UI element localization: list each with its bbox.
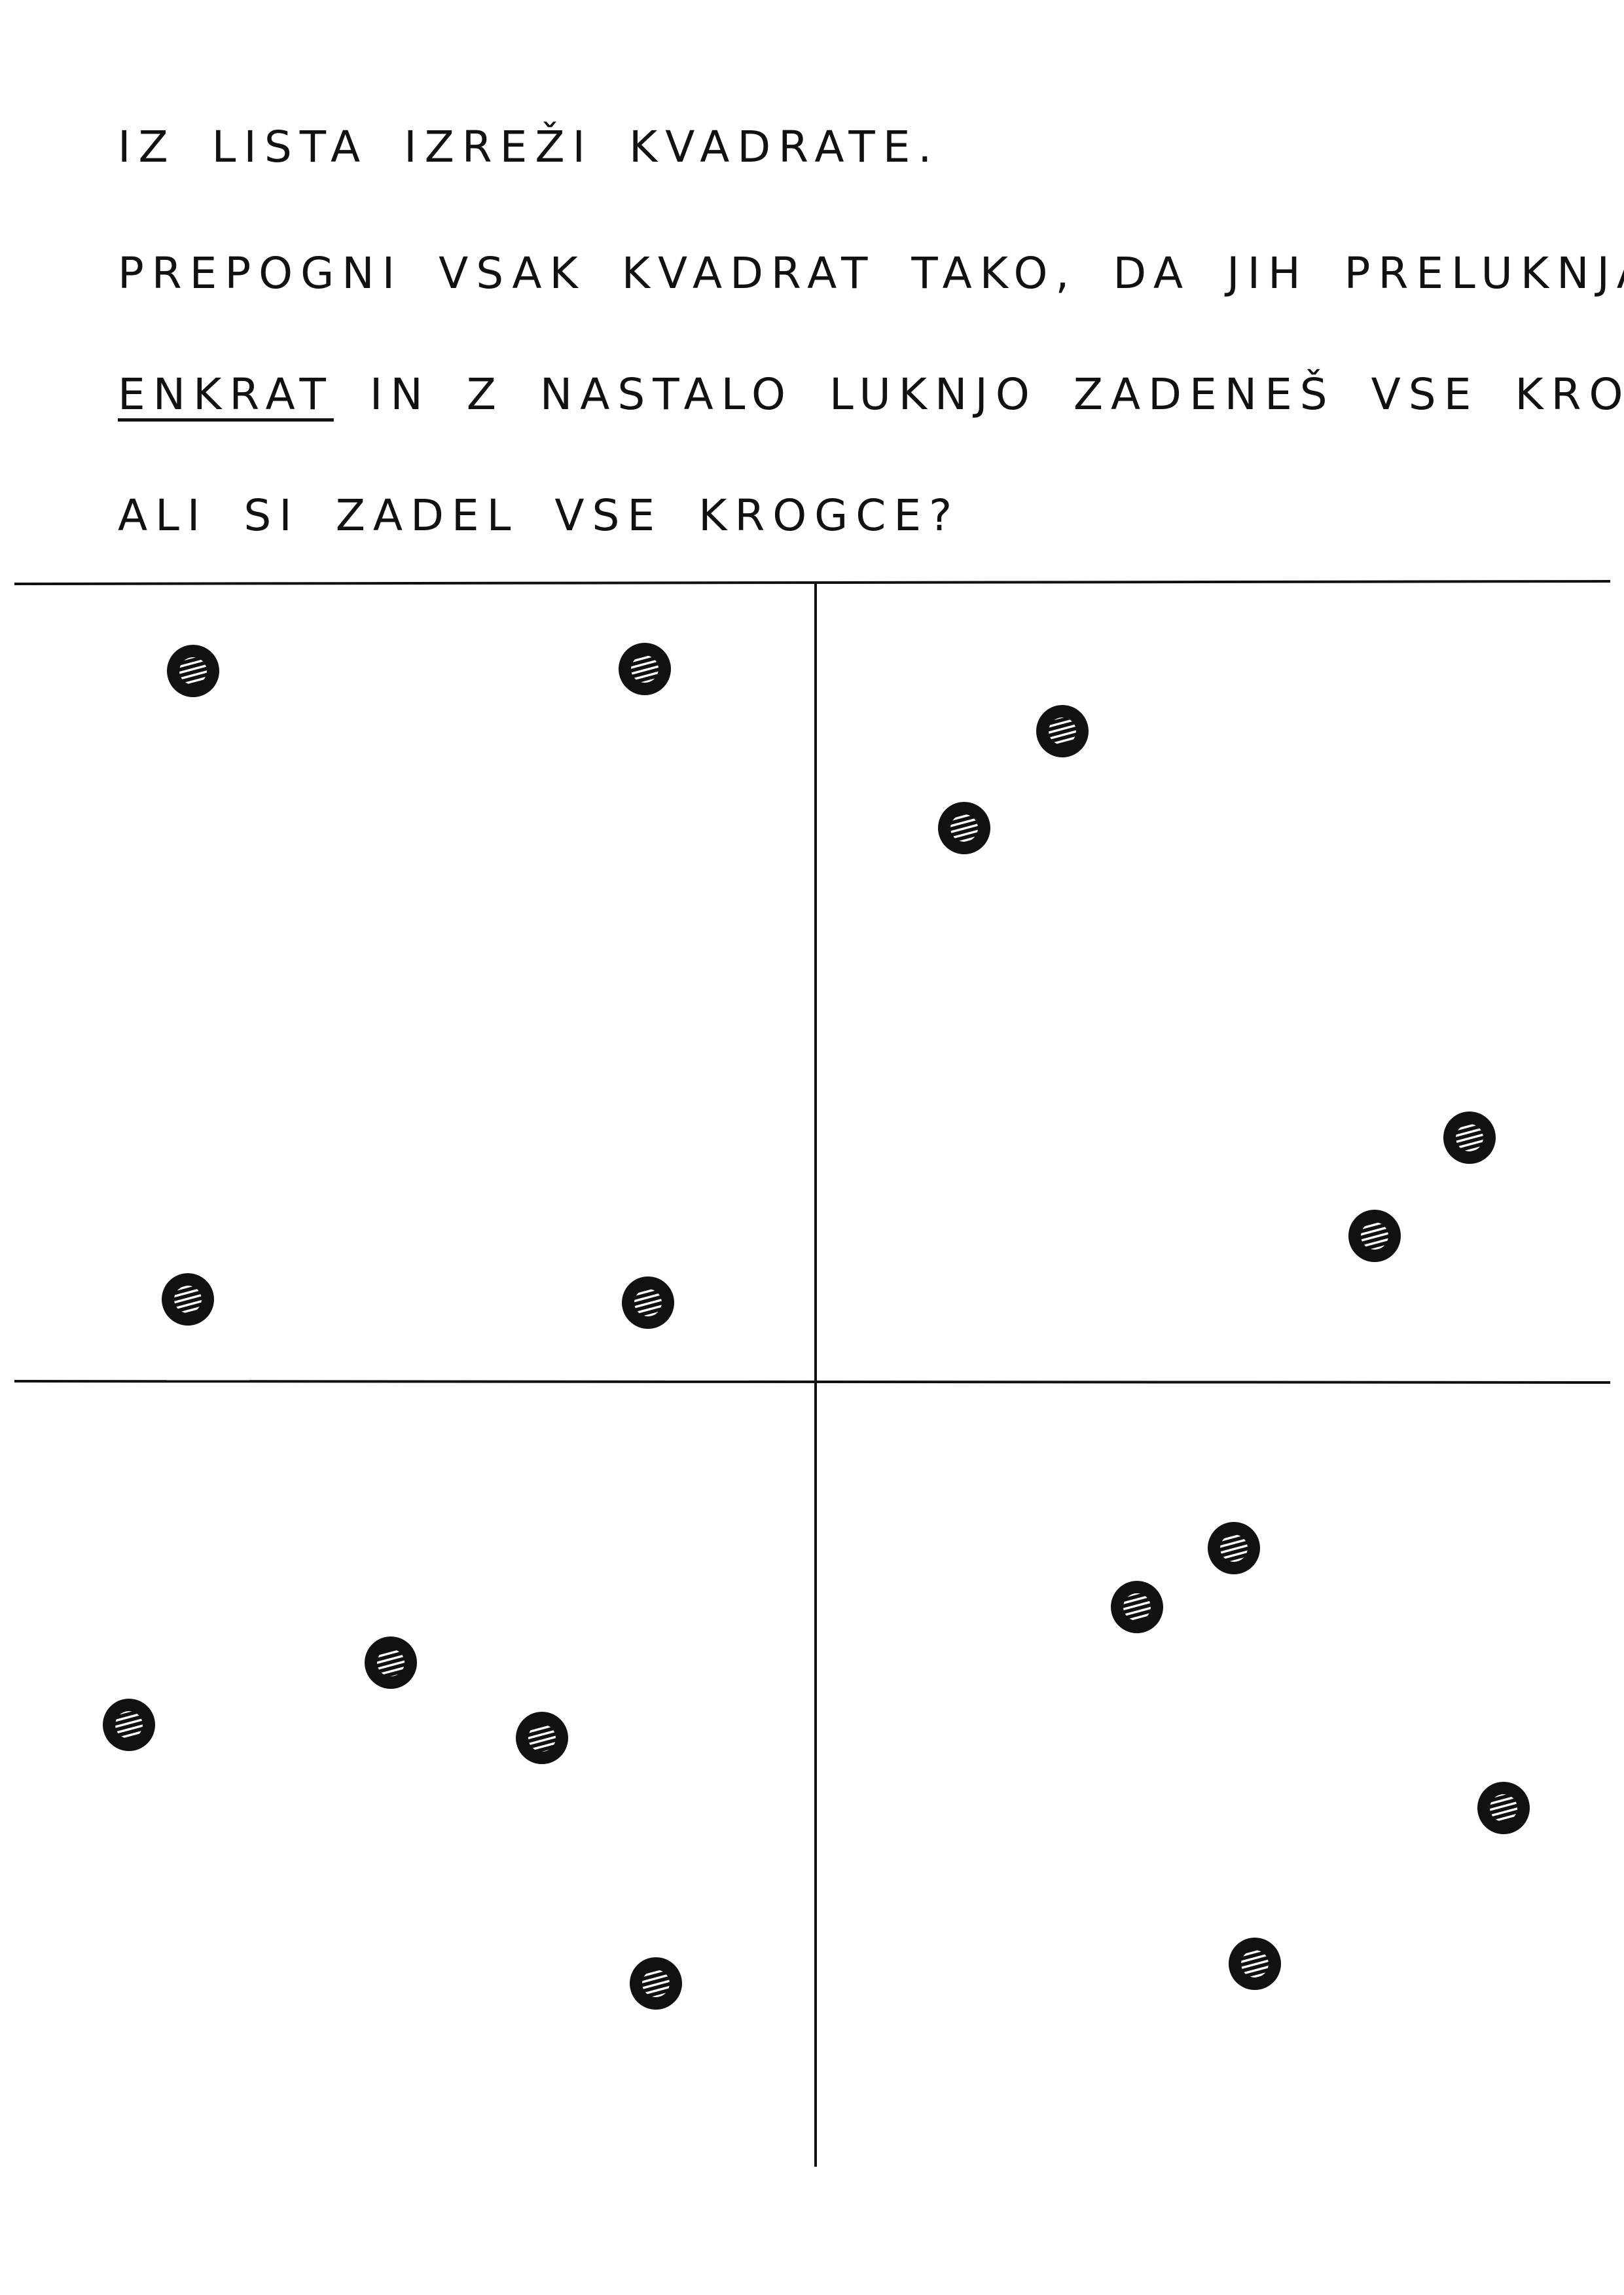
target-dot-hatch [634,1289,662,1316]
instruction-text: IZ LISTA IZREŽI KVADRATE. [118,122,940,172]
square-top-right [938,705,1496,1262]
target-dot-hatch [1361,1222,1388,1250]
instruction-line-3: ENKRAT IN Z NASTALO LUKNJO ZADENEŠ VSE K… [118,373,1624,416]
instruction-line-2: PREPOGNI VSAK KVADRAT TAKO, DA JIH PRELU… [118,252,1624,295]
target-dot-hatch [1241,1950,1269,1978]
instruction-text: PREPOGNI VSAK KVADRAT TAKO, DA JIH PRELU… [118,248,1624,298]
emphasis-word: ENKRAT [118,369,334,420]
question-text: ALI SI ZADEL VSE KROGCE? [118,490,960,541]
target-dot-hatch [631,655,659,683]
square-bottom-left [103,1636,682,2010]
square-top-left [162,643,674,1329]
circles-layer [103,643,1530,2010]
target-dot-hatch [642,1970,670,1997]
target-dot-hatch [1490,1794,1517,1822]
target-dot-hatch [179,657,207,685]
target-dot-hatch [1220,1534,1248,1562]
square-bottom-right [1111,1522,1530,1990]
target-dot-hatch [1049,717,1076,745]
target-dot-hatch [1456,1124,1483,1151]
instruction-text: IN Z NASTALO LUKNJO ZADENEŠ VSE KROGCE. [369,369,1624,420]
target-dot-hatch [174,1286,202,1313]
target-dot-hatch [377,1649,405,1676]
target-dot-hatch [950,814,978,842]
horizontal-cut-line-top [14,580,1611,585]
instruction-line-1: IZ LISTA IZREŽI KVADRATE. [118,126,939,169]
target-dot-hatch [1123,1593,1151,1621]
target-dot-hatch [528,1724,556,1752]
target-dot-hatch [115,1711,143,1739]
instruction-line-4: ALI SI ZADEL VSE KROGCE? [118,494,960,537]
horizontal-cut-line-middle [14,1380,1611,1384]
